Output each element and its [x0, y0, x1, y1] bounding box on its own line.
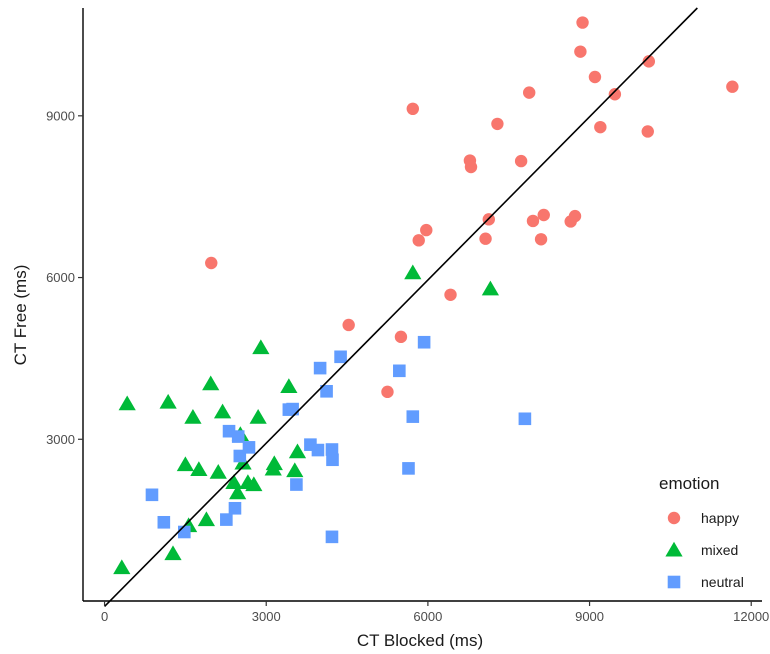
legend: emotion happy mixed neutral: [659, 474, 744, 590]
data-point-mixed: [213, 403, 232, 419]
data-point-neutral: [518, 412, 532, 426]
x-tick-label: 12000: [733, 609, 769, 624]
legend-title: emotion: [659, 474, 719, 493]
data-point-neutral: [178, 525, 191, 539]
data-point-happy: [205, 256, 218, 270]
data-point-happy: [420, 223, 433, 237]
data-point-mixed: [252, 339, 270, 355]
data-point-neutral: [228, 501, 242, 515]
data-point-neutral: [334, 350, 347, 364]
data-point-neutral: [406, 410, 420, 423]
data-point-neutral: [311, 443, 325, 457]
data-point-neutral: [320, 384, 333, 398]
data-point-happy: [608, 88, 622, 101]
legend-key-happy: [667, 511, 681, 525]
data-point-happy: [406, 102, 419, 116]
plot-marks: [103, 7, 739, 607]
data-point-mixed: [164, 545, 182, 561]
data-point-happy: [514, 154, 528, 168]
legend-label-mixed: mixed: [701, 542, 738, 558]
y-tick-label: 9000: [46, 108, 75, 123]
data-point-happy: [491, 117, 504, 131]
legend-key-mixed: [665, 541, 683, 557]
data-point-neutral: [286, 402, 299, 416]
y-tick-label: 3000: [46, 432, 75, 447]
data-point-mixed: [245, 476, 263, 492]
data-point-mixed: [209, 463, 227, 479]
data-point-mixed: [288, 443, 307, 459]
data-point-neutral: [313, 361, 327, 375]
data-point-neutral: [393, 364, 406, 378]
data-point-happy: [588, 70, 602, 84]
data-point-mixed: [202, 375, 220, 391]
data-point-mixed: [176, 456, 194, 472]
data-point-mixed: [404, 264, 422, 280]
data-point-happy: [726, 80, 739, 93]
x-tick-label: 9000: [575, 609, 604, 624]
data-point-mixed: [481, 280, 500, 296]
data-point-happy: [381, 385, 394, 399]
data-point-mixed: [249, 408, 267, 424]
data-point-happy: [534, 233, 548, 246]
data-point-neutral: [290, 478, 303, 491]
data-point-happy: [576, 16, 589, 29]
data-point-happy: [479, 232, 492, 245]
data-point-happy: [642, 55, 656, 68]
y-axis-title: CT Free (ms): [11, 265, 30, 366]
data-point-mixed: [225, 474, 243, 489]
data-point-mixed: [118, 395, 136, 411]
data-point-happy: [537, 208, 550, 222]
data-point-happy: [568, 209, 582, 223]
data-point-happy: [394, 330, 408, 344]
data-point-mixed: [286, 462, 304, 478]
data-point-mixed: [265, 455, 283, 471]
data-point-neutral: [157, 515, 171, 529]
data-point-happy: [412, 234, 425, 247]
axes: 0 3000 6000 9000 12000 3000 6000 9000: [46, 8, 769, 624]
data-point-happy: [523, 86, 536, 99]
x-tick-label: 6000: [413, 609, 442, 624]
y-tick-label: 6000: [46, 270, 75, 285]
data-point-happy: [526, 214, 540, 228]
data-point-neutral: [220, 513, 233, 526]
data-point-happy: [594, 120, 607, 134]
data-point-neutral: [326, 453, 339, 467]
data-point-mixed: [159, 393, 177, 409]
data-point-mixed: [190, 461, 208, 477]
data-point-neutral: [325, 443, 339, 456]
legend-label-happy: happy: [701, 510, 739, 526]
data-point-neutral: [325, 530, 339, 544]
data-point-neutral: [145, 488, 159, 502]
data-point-happy: [574, 45, 587, 58]
fit-line: [103, 7, 698, 607]
data-point-happy: [444, 288, 457, 301]
data-point-mixed: [280, 378, 298, 394]
x-tick-label: 3000: [252, 609, 281, 624]
data-point-neutral: [231, 430, 245, 443]
data-point-neutral: [417, 335, 431, 349]
data-point-happy: [464, 160, 478, 174]
data-point-mixed: [184, 408, 202, 424]
legend-label-neutral: neutral: [701, 574, 744, 590]
data-point-neutral: [242, 441, 256, 454]
data-point-mixed: [113, 559, 131, 575]
data-point-happy: [342, 318, 355, 332]
x-tick-label: 0: [101, 609, 108, 624]
data-point-mixed: [197, 511, 216, 527]
data-point-happy: [641, 125, 654, 138]
data-point-mixed: [229, 484, 247, 500]
data-point-neutral: [402, 462, 415, 475]
x-axis-title: CT Blocked (ms): [357, 631, 483, 650]
legend-key-neutral: [667, 575, 681, 589]
